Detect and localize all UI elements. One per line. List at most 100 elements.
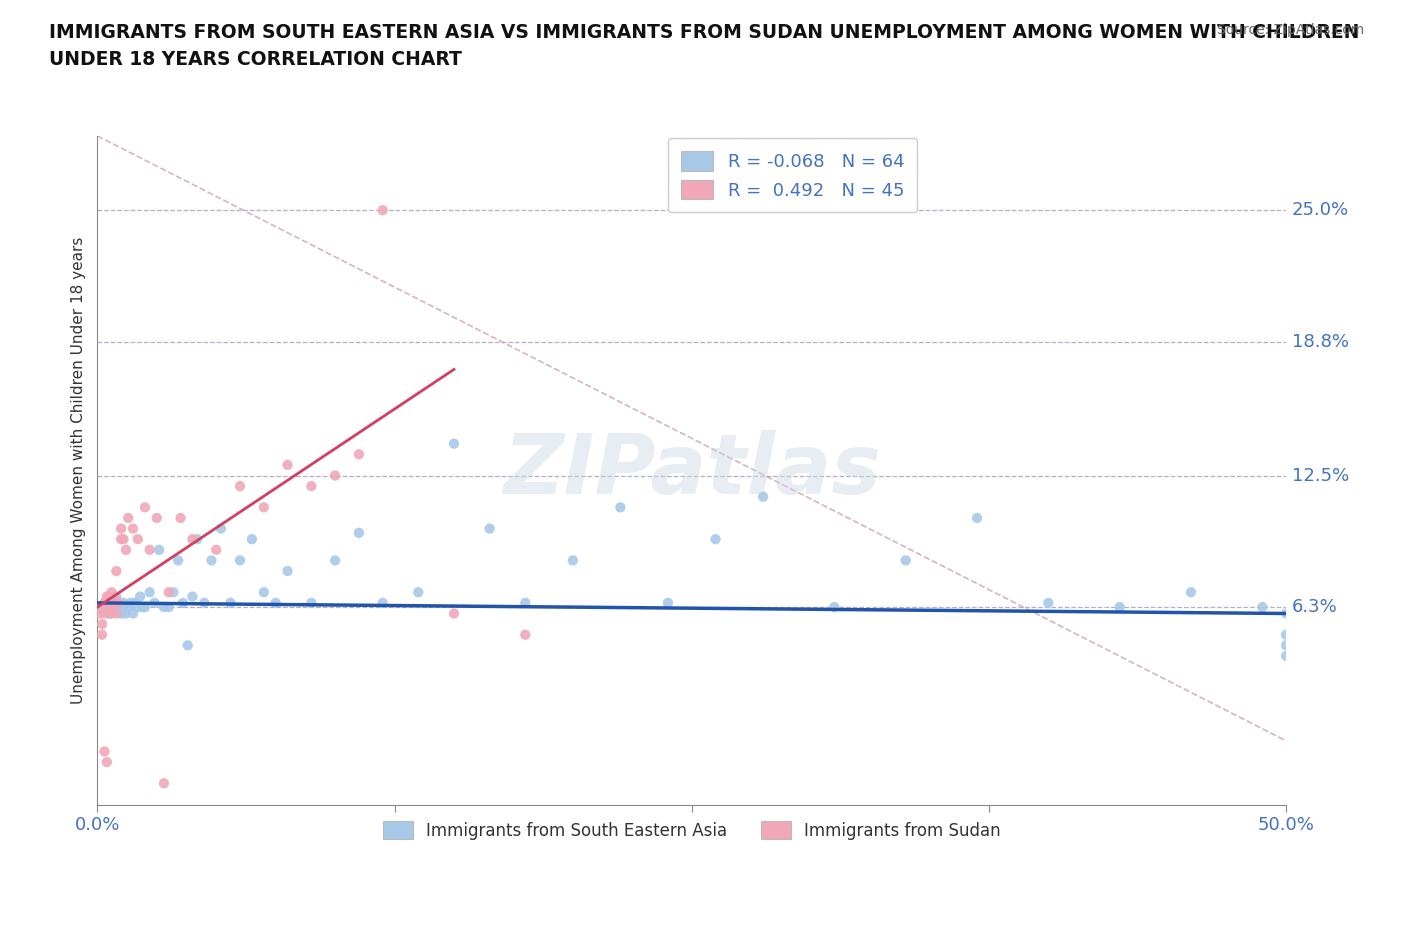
Point xyxy=(110,532,132,547)
Point xyxy=(966,511,988,525)
Point xyxy=(253,500,276,515)
Point xyxy=(153,776,176,790)
Point xyxy=(110,521,132,536)
Text: Source: ZipAtlas.com: Source: ZipAtlas.com xyxy=(1216,23,1364,37)
Point xyxy=(103,600,125,615)
Point xyxy=(205,542,228,557)
Point xyxy=(371,595,394,610)
Point xyxy=(105,606,128,621)
Point xyxy=(1180,585,1202,600)
Point xyxy=(110,600,132,615)
Point xyxy=(93,744,115,759)
Point xyxy=(347,525,370,540)
Text: 6.3%: 6.3% xyxy=(1292,598,1339,616)
Point xyxy=(91,600,114,615)
Point xyxy=(1275,606,1298,621)
Point xyxy=(98,606,121,621)
Point xyxy=(98,600,121,615)
Point xyxy=(823,600,845,615)
Point xyxy=(124,595,146,610)
Point xyxy=(657,595,679,610)
Point xyxy=(100,606,122,621)
Point xyxy=(1108,600,1130,615)
Point xyxy=(105,564,128,578)
Point xyxy=(347,446,370,461)
Point xyxy=(515,595,537,610)
Point xyxy=(131,600,153,615)
Point xyxy=(120,595,142,610)
Point xyxy=(609,500,631,515)
Point xyxy=(122,521,145,536)
Point xyxy=(323,553,346,568)
Point xyxy=(894,553,917,568)
Point xyxy=(240,532,263,547)
Point xyxy=(264,595,287,610)
Point xyxy=(93,606,115,621)
Point xyxy=(219,595,242,610)
Point xyxy=(515,627,537,642)
Point xyxy=(115,542,138,557)
Point xyxy=(1038,595,1060,610)
Point xyxy=(323,468,346,483)
Point xyxy=(122,606,145,621)
Point xyxy=(146,511,169,525)
Point xyxy=(181,532,204,547)
Point xyxy=(91,617,114,631)
Point xyxy=(112,595,135,610)
Point xyxy=(103,595,125,610)
Point xyxy=(561,553,583,568)
Point xyxy=(169,511,191,525)
Point xyxy=(1275,627,1298,642)
Point xyxy=(117,511,139,525)
Point xyxy=(115,606,138,621)
Point xyxy=(110,606,132,621)
Point xyxy=(127,600,149,615)
Text: 12.5%: 12.5% xyxy=(1292,467,1350,485)
Point xyxy=(96,589,118,604)
Point xyxy=(181,589,204,604)
Point xyxy=(299,479,322,494)
Point xyxy=(193,595,215,610)
Point xyxy=(172,595,194,610)
Point xyxy=(138,585,160,600)
Point xyxy=(105,589,128,604)
Point xyxy=(107,600,129,615)
Point xyxy=(117,600,139,615)
Point xyxy=(478,521,501,536)
Point xyxy=(1275,638,1298,653)
Text: 25.0%: 25.0% xyxy=(1292,201,1350,219)
Point xyxy=(100,585,122,600)
Point xyxy=(1275,648,1298,663)
Point xyxy=(299,595,322,610)
Point xyxy=(1251,600,1274,615)
Point xyxy=(209,521,232,536)
Point xyxy=(229,479,252,494)
Point xyxy=(98,606,121,621)
Point xyxy=(371,203,394,218)
Point xyxy=(96,754,118,769)
Point xyxy=(134,600,156,615)
Point xyxy=(112,532,135,547)
Text: ZIPatlas: ZIPatlas xyxy=(503,430,880,511)
Point xyxy=(96,600,118,615)
Point xyxy=(752,489,775,504)
Point xyxy=(91,627,114,642)
Point xyxy=(277,458,299,472)
Point xyxy=(100,600,122,615)
Point xyxy=(176,638,198,653)
Point xyxy=(167,553,190,568)
Point xyxy=(107,595,129,610)
Y-axis label: Unemployment Among Women with Children Under 18 years: Unemployment Among Women with Children U… xyxy=(72,236,86,704)
Point xyxy=(200,553,222,568)
Point xyxy=(186,532,208,547)
Text: IMMIGRANTS FROM SOUTH EASTERN ASIA VS IMMIGRANTS FROM SUDAN UNEMPLOYMENT AMONG W: IMMIGRANTS FROM SOUTH EASTERN ASIA VS IM… xyxy=(49,23,1360,69)
Point xyxy=(443,436,465,451)
Point xyxy=(93,595,115,610)
Point xyxy=(443,606,465,621)
Point xyxy=(127,532,149,547)
Point xyxy=(89,606,111,621)
Point xyxy=(253,585,276,600)
Point xyxy=(96,600,118,615)
Point xyxy=(143,595,166,610)
Point xyxy=(157,600,180,615)
